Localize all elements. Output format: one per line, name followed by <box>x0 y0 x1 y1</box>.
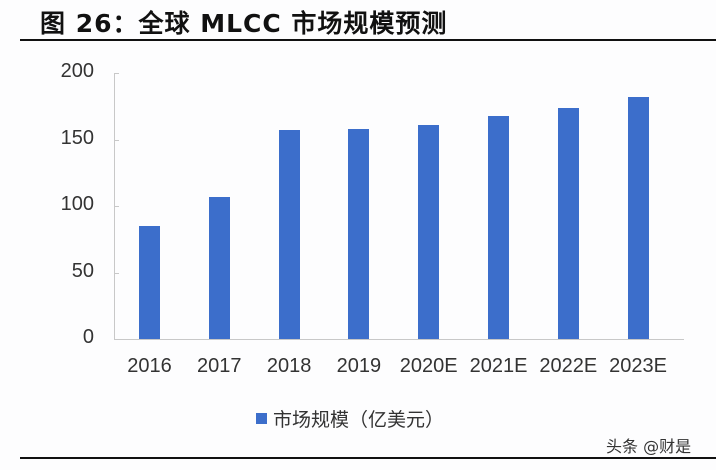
bottom-divider <box>20 457 716 459</box>
y-tick <box>114 272 119 274</box>
x-tick-label: 2018 <box>266 355 312 377</box>
y-tick-label: 50 <box>71 259 94 282</box>
x-tick-label: 2023E <box>609 355 668 377</box>
x-tick-label: 2022E <box>539 355 598 377</box>
y-tick-label: 200 <box>60 60 94 82</box>
legend-label: 市场规模（亿美元） <box>273 409 445 431</box>
bar-2021E <box>488 115 509 339</box>
bar-2017 <box>208 196 230 339</box>
x-tick-label: 2021E <box>469 355 528 377</box>
y-tick-label: 150 <box>60 126 94 149</box>
legend-swatch <box>256 413 267 424</box>
x-tick-label: 2016 <box>127 355 172 377</box>
bar-2023E <box>627 96 649 339</box>
x-tick-label: 2017 <box>197 355 242 377</box>
bar-2022E <box>557 107 579 339</box>
x-tick-label: 2019 <box>336 355 382 377</box>
y-tick <box>114 339 119 340</box>
bar-2020E <box>418 124 440 339</box>
y-tick <box>114 139 119 141</box>
x-axis <box>114 339 684 340</box>
y-tick-label: 100 <box>60 193 94 215</box>
y-tick <box>114 73 119 74</box>
y-tick-label: 0 <box>82 326 94 348</box>
y-tick <box>114 206 119 207</box>
watermark: 头条 @财是 <box>606 437 692 456</box>
x-tick-label: 2020E <box>399 355 458 377</box>
legend: 市场规模（亿美元） <box>256 405 444 432</box>
title-divider <box>20 39 716 41</box>
bar-2018 <box>278 130 300 339</box>
bar-2016 <box>139 225 160 339</box>
bar-2019 <box>348 128 370 339</box>
chart-title: 图 26：全球 MLCC 市场规模预测 <box>40 9 448 38</box>
